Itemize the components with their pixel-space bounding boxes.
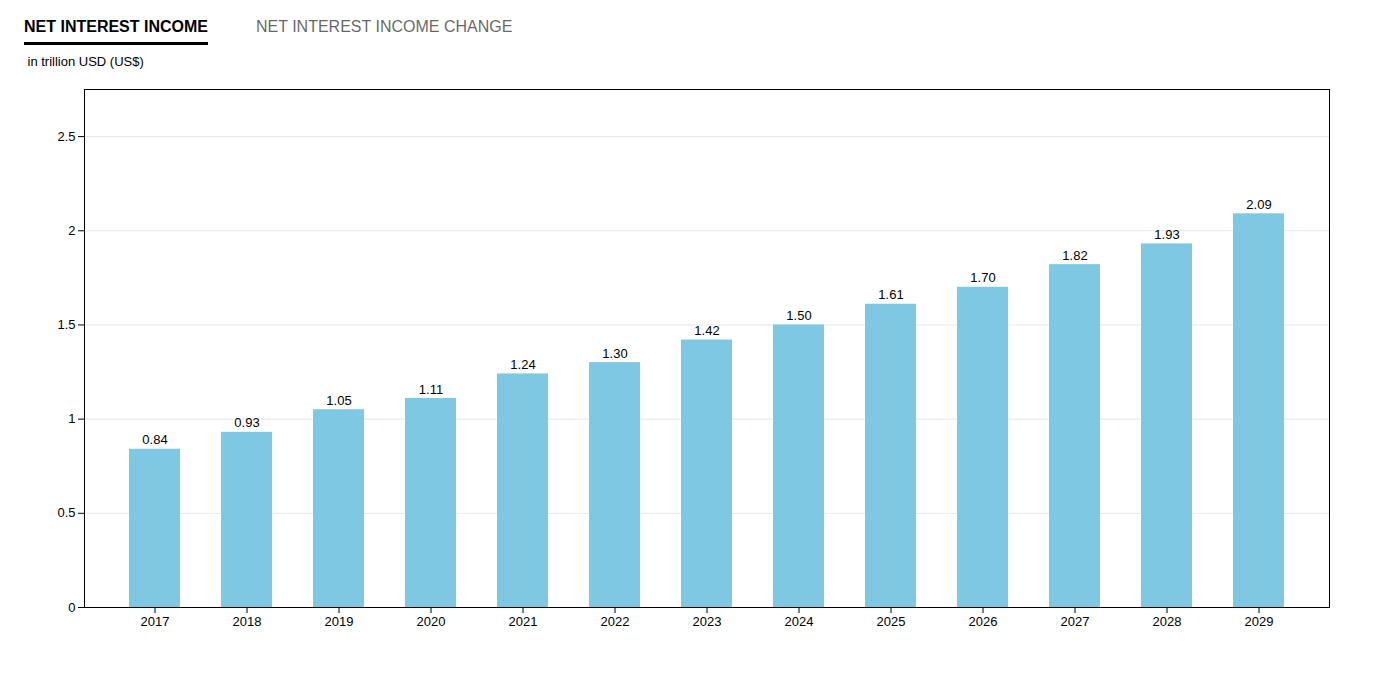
svg-text:2020: 2020 xyxy=(417,614,446,629)
svg-text:0.93: 0.93 xyxy=(234,415,259,430)
svg-text:2.09: 2.09 xyxy=(1246,197,1271,212)
svg-text:0: 0 xyxy=(68,600,75,615)
svg-text:2.5: 2.5 xyxy=(57,129,75,144)
svg-text:2025: 2025 xyxy=(877,614,906,629)
svg-text:2018: 2018 xyxy=(233,614,262,629)
svg-text:2029: 2029 xyxy=(1245,614,1274,629)
svg-text:2027: 2027 xyxy=(1061,614,1090,629)
svg-text:1.05: 1.05 xyxy=(326,393,351,408)
svg-text:2023: 2023 xyxy=(693,614,722,629)
svg-text:2: 2 xyxy=(68,223,75,238)
svg-text:2026: 2026 xyxy=(969,614,998,629)
svg-text:2022: 2022 xyxy=(601,614,630,629)
svg-text:1.5: 1.5 xyxy=(57,317,75,332)
svg-text:0.5: 0.5 xyxy=(57,505,75,520)
svg-text:1.42: 1.42 xyxy=(694,323,719,338)
svg-text:2028: 2028 xyxy=(1153,614,1182,629)
svg-text:1.82: 1.82 xyxy=(1062,248,1087,263)
svg-text:1.93: 1.93 xyxy=(1154,227,1179,242)
html-text:NET INTEREST INCOME CHANGE: NET INTEREST INCOME CHANGE xyxy=(256,18,513,35)
svg-text:2021: 2021 xyxy=(509,614,538,629)
svg-text:0.84: 0.84 xyxy=(142,432,167,447)
html-text:NET INTEREST INCOME: NET INTEREST INCOME xyxy=(24,18,208,35)
svg-text:1.70: 1.70 xyxy=(970,270,995,285)
svg-text:1: 1 xyxy=(68,411,75,426)
svg-text:1.61: 1.61 xyxy=(878,287,903,302)
svg-text:in trillion USD (US$): in trillion USD (US$) xyxy=(28,54,144,69)
svg-text:1.30: 1.30 xyxy=(602,346,627,361)
svg-text:2024: 2024 xyxy=(785,614,814,629)
svg-text:2019: 2019 xyxy=(325,614,354,629)
svg-text:2017: 2017 xyxy=(141,614,170,629)
svg-text:1.50: 1.50 xyxy=(786,308,811,323)
svg-text:1.24: 1.24 xyxy=(510,357,535,372)
svg-text:1.11: 1.11 xyxy=(419,382,443,397)
